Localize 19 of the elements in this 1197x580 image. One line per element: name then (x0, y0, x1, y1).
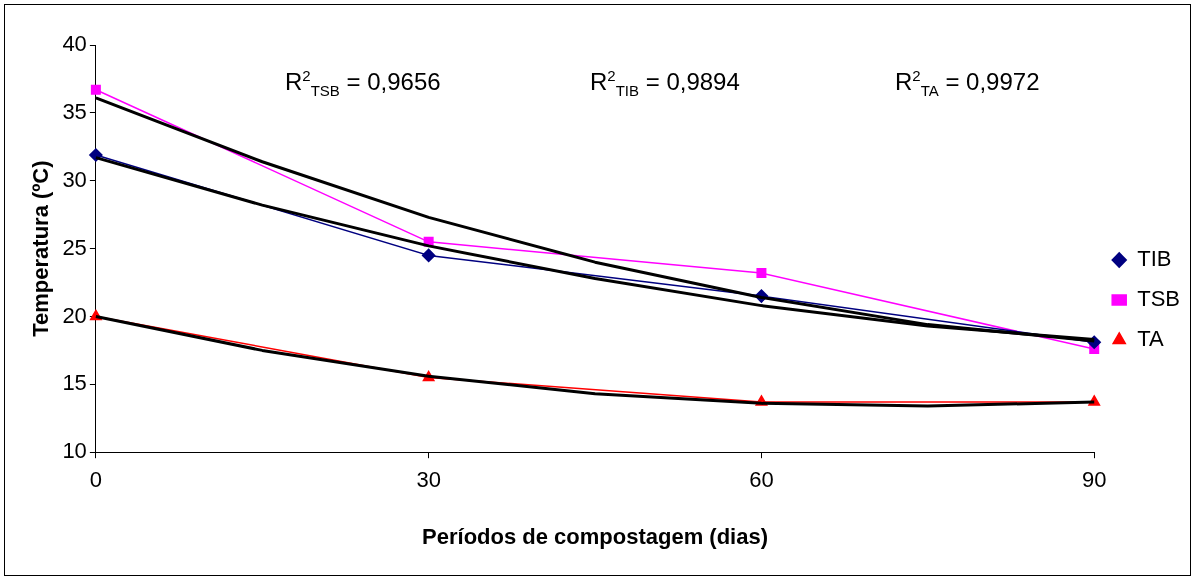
legend-label: TSB (1137, 286, 1181, 312)
x-tick-label: 60 (749, 467, 774, 493)
y-tick-label: 35 (62, 98, 87, 124)
x-tick-label: 0 (89, 467, 102, 493)
annotation: R$^{2}$$_{TA}$ = 0,9972 (895, 67, 1040, 99)
legend-label: TA (1137, 326, 1165, 352)
y-tick-label: 15 (62, 370, 87, 396)
y-tick-label: 30 (62, 166, 87, 192)
x-axis-title: Períodos de compostagem (dias) (422, 523, 769, 549)
y-tick-label: 20 (62, 302, 87, 328)
legend-label: TIB (1137, 246, 1172, 272)
annotation: R$^{2}$$_{TIB}$ = 0,9894 (590, 67, 740, 99)
y-tick-label: 25 (62, 234, 87, 260)
annotation: R$^{2}$$_{TSB}$ = 0,9656 (285, 67, 441, 99)
x-tick-label: 90 (1081, 467, 1107, 493)
x-tick-label: 30 (416, 467, 441, 493)
y-tick-label: 40 (62, 31, 87, 57)
y-tick-label: 10 (62, 438, 87, 464)
y-axis-title: Temperatura (ºC) (28, 160, 54, 337)
